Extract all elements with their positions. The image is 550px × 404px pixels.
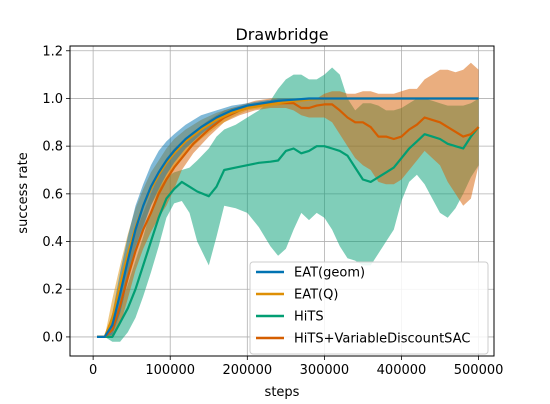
x-tick-label: 500000 <box>454 363 504 378</box>
legend-label-eat-q: EAT(Q) <box>294 288 338 303</box>
line-hits-variablediscountsac <box>97 102 480 338</box>
line-eat-geom <box>97 97 479 338</box>
tick-layer: 0 100000 200000 300000 400000 500000 0.0 0.2 0.4… <box>42 44 503 378</box>
legend-label-hits: HiTS <box>294 310 324 325</box>
y-tick-label: 0.6 <box>42 187 63 202</box>
line-layer <box>97 97 480 338</box>
axes-layer <box>69 45 495 357</box>
x-tick-label: 400000 <box>377 363 427 378</box>
y-tick-label: 0.0 <box>42 330 63 345</box>
y-tick-label: 1.2 <box>42 44 63 59</box>
y-axis-label: success rate <box>16 152 31 233</box>
legend: EAT(geom) EAT(Q) HiTS HiTS+VariableDiscount… <box>249 261 489 355</box>
line-hits <box>97 126 480 338</box>
plot-frame <box>69 45 495 357</box>
chart-title: Drawbridge <box>235 25 328 44</box>
x-tick-label: 300000 <box>300 363 350 378</box>
y-tick-label: 0.4 <box>42 235 63 250</box>
band-hits-variablediscountsac <box>97 62 479 337</box>
x-tick-label: 100000 <box>145 363 195 378</box>
legend-label-hits-variablediscountsac: HiTS+VariableDiscountSAC <box>294 332 470 347</box>
x-axis-label: steps <box>265 385 300 400</box>
x-tick-label: 200000 <box>222 363 272 378</box>
legend-box <box>249 261 489 355</box>
y-tick-label: 0.2 <box>42 283 63 298</box>
y-tick-label: 1.0 <box>42 92 63 107</box>
x-tick-label: 0 <box>89 363 97 378</box>
y-tick-label: 0.8 <box>42 140 63 155</box>
legend-label-eat-geom: EAT(geom) <box>294 266 365 281</box>
